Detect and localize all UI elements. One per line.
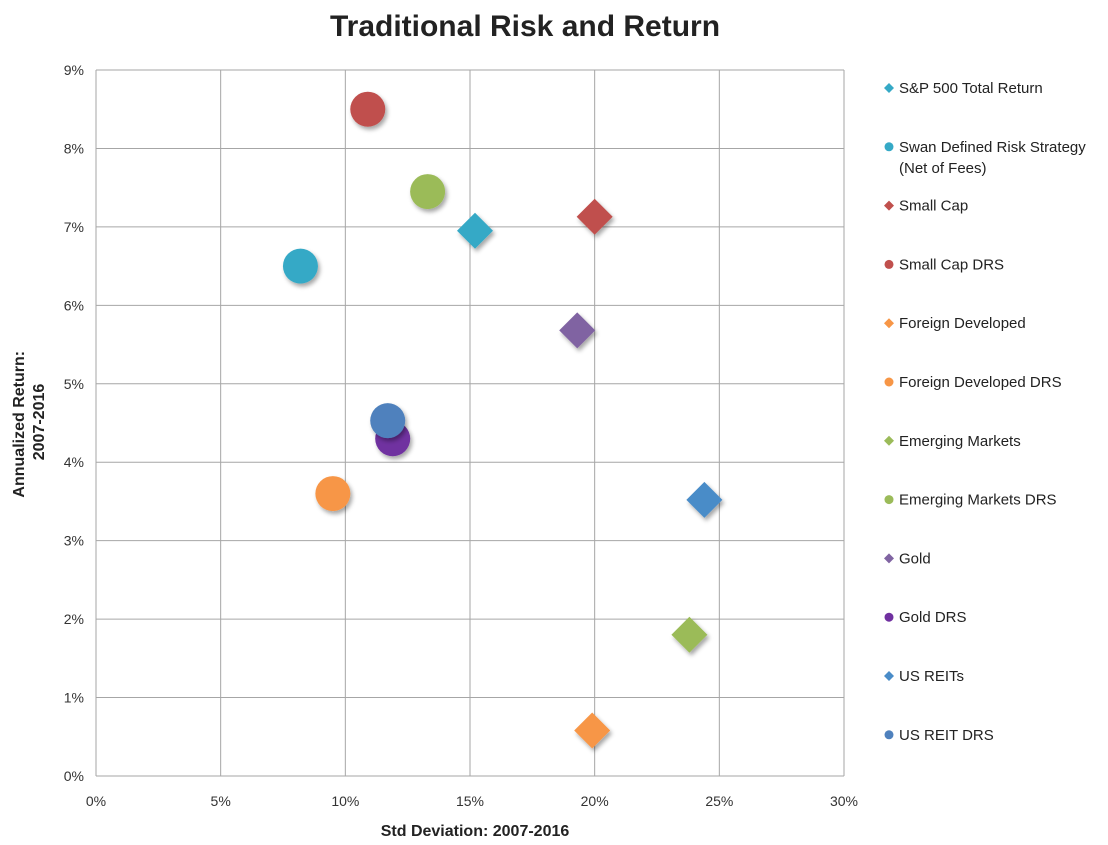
- legend-marker-us-reits: [884, 671, 894, 681]
- x-tick-label: 0%: [86, 793, 106, 809]
- y-tick-label: 1%: [64, 690, 84, 706]
- point-us-reits: [686, 481, 723, 518]
- x-tick-label: 5%: [211, 793, 231, 809]
- point-foreign-developed: [574, 712, 611, 749]
- legend-marker-swan-defined-risk-strategy: [884, 142, 894, 152]
- legend-label-foreign-developed: Foreign Developed: [899, 315, 1026, 332]
- y-tick-label: 4%: [64, 454, 84, 470]
- chart-title: Traditional Risk and Return: [330, 10, 720, 43]
- point-small-cap-drs: [350, 91, 386, 127]
- legend: S&P 500 Total Return Swan Defined Risk St…: [884, 80, 1086, 744]
- legend-marker-us-reit-drs: [884, 730, 894, 740]
- x-tick-label: 25%: [705, 793, 733, 809]
- grid: [95, 69, 845, 777]
- x-tick-label: 10%: [331, 793, 359, 809]
- legend-marker-emerging-markets: [884, 435, 894, 446]
- y-axis-title-line: Annualized Return:: [11, 351, 28, 498]
- point-emerging-markets: [671, 616, 708, 653]
- y-tick-label: 6%: [64, 297, 84, 313]
- point-small-cap: [576, 198, 613, 235]
- y-axis-title-line: 2007-2016: [31, 384, 48, 461]
- legend-label-small-cap: Small Cap: [899, 198, 968, 215]
- point-swan-defined-risk-strategy: [282, 248, 318, 284]
- legend-label-us-reit-drs: US REIT DRS: [899, 727, 994, 744]
- x-tick-label: 15%: [456, 793, 484, 809]
- legend-marker-emerging-markets-drs: [884, 495, 894, 505]
- x-tick-label: 30%: [830, 793, 858, 809]
- legend-label-gold: Gold: [899, 550, 931, 567]
- y-tick-label: 8%: [64, 140, 84, 156]
- legend-marker-gold-drs: [884, 612, 894, 622]
- point-us-reit-drs: [370, 403, 406, 439]
- legend-label-emerging-markets: Emerging Markets: [899, 433, 1021, 450]
- point-foreign-developed-drs: [315, 476, 351, 512]
- legend-label-foreign-developed-drs: Foreign Developed DRS: [899, 374, 1062, 391]
- legend-label-gold-drs: Gold DRS: [899, 609, 967, 626]
- legend-label-emerging-markets-drs: Emerging Markets DRS: [899, 492, 1057, 509]
- legend-label-swan-defined-risk-strategy: Swan Defined Risk Strategy (Net of Fees): [899, 139, 1086, 177]
- legend-marker-gold: [884, 553, 894, 564]
- x-tick-label: 20%: [581, 793, 609, 809]
- y-tick-label: 7%: [64, 219, 84, 235]
- legend-marker-foreign-developed: [884, 318, 894, 329]
- y-tick-label: 3%: [64, 533, 84, 549]
- legend-marker-s-p-500-total-return: [884, 83, 894, 93]
- point-s-p-500-total-return: [456, 212, 493, 249]
- y-axis-title: Annualized Return: 2007-2016: [11, 346, 48, 497]
- y-tick-label: 5%: [64, 376, 84, 392]
- point-emerging-markets-drs: [410, 174, 446, 210]
- legend-marker-foreign-developed-drs: [884, 377, 894, 387]
- y-tick-label: 0%: [64, 768, 84, 784]
- x-axis-title: Std Deviation: 2007-2016: [381, 823, 570, 840]
- legend-label-us-reits: US REITs: [899, 668, 964, 685]
- point-gold: [559, 312, 596, 349]
- y-tick-label: 2%: [64, 611, 84, 627]
- legend-label-s-p-500-total-return: S&P 500 Total Return: [899, 80, 1043, 97]
- legend-marker-small-cap-drs: [884, 259, 894, 269]
- legend-marker-small-cap: [884, 200, 894, 211]
- y-tick-label: 9%: [64, 62, 84, 78]
- legend-label-small-cap-drs: Small Cap DRS: [899, 256, 1004, 273]
- data-points: [282, 91, 723, 749]
- axis-ticks: 0% 5% 10% 15% 20% 25% 30% 0% 1% 2% 3% 4% 5% 6% 7% 8% 9%: [64, 62, 858, 809]
